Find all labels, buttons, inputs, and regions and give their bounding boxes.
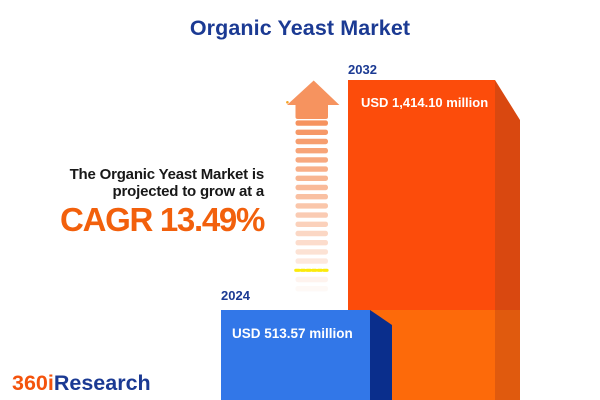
svg-text:USD 513.57 million: USD 513.57 million [232,326,353,341]
svg-text:USD 1,414.10 million: USD 1,414.10 million [361,95,488,110]
